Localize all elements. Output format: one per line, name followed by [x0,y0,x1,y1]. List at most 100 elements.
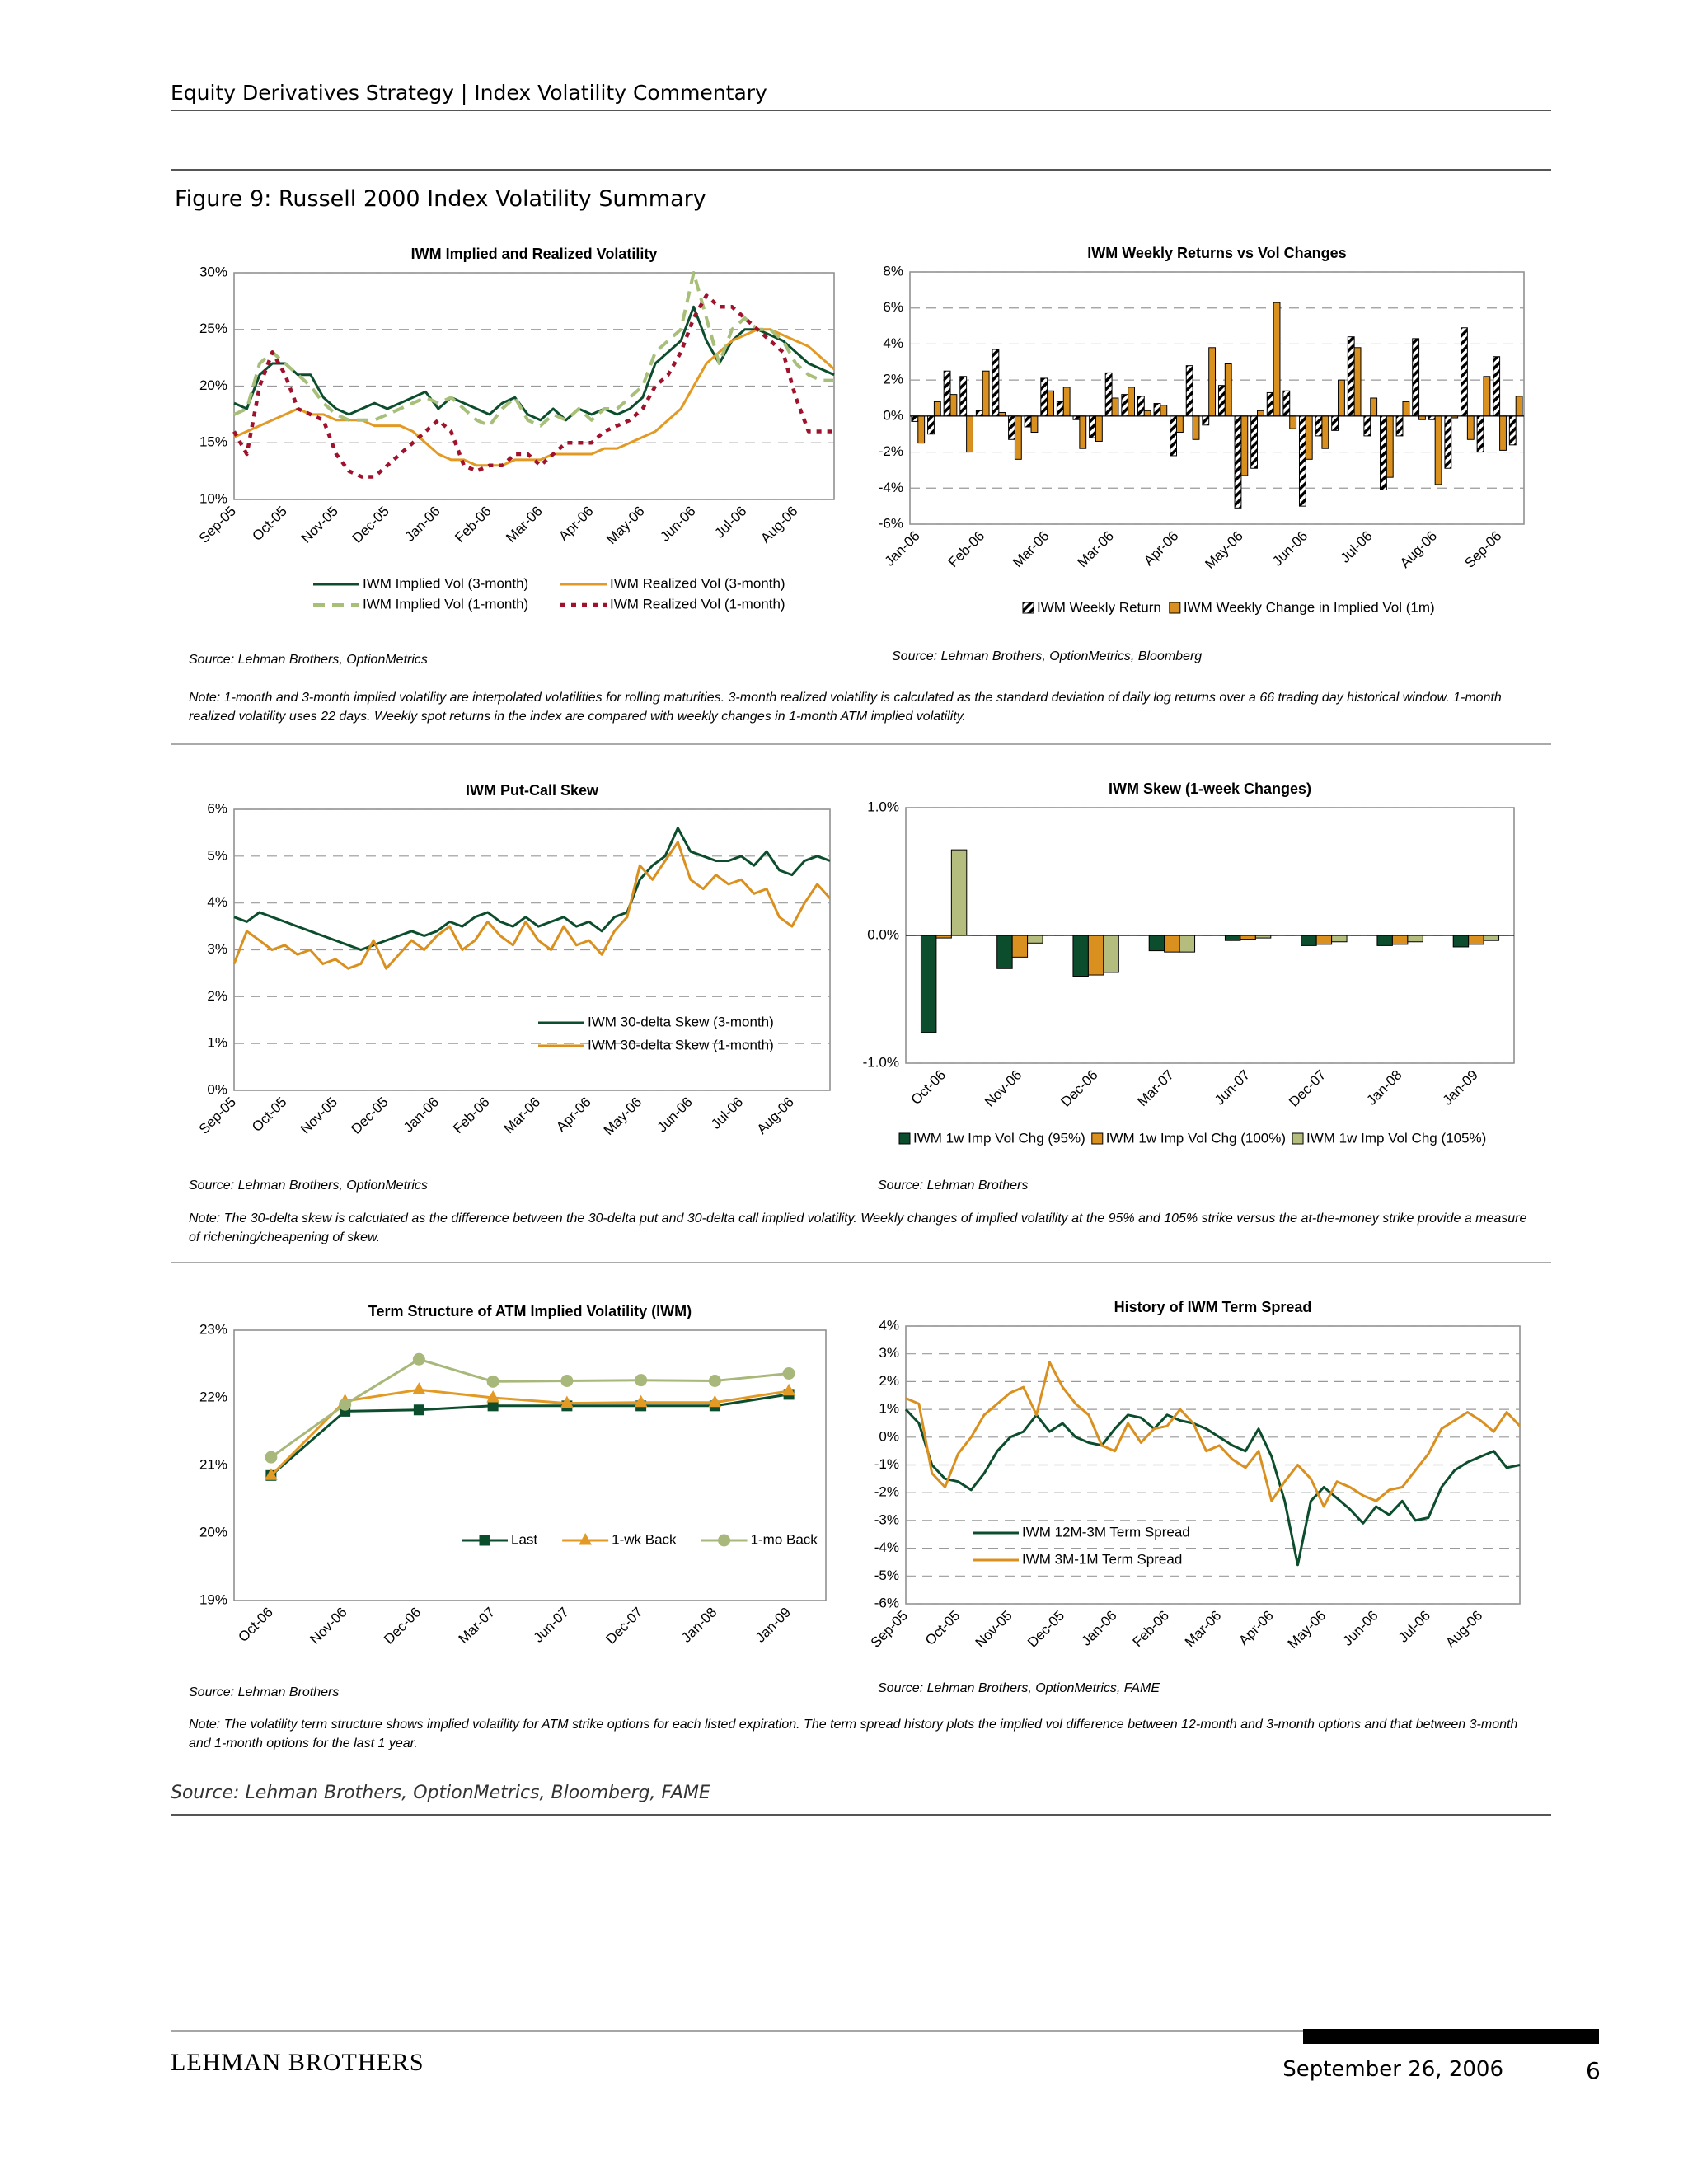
bar [1331,415,1339,431]
bar [1089,415,1096,438]
legend-label: IWM Realized Vol (1-month) [610,596,785,612]
bar [1468,935,1484,945]
bar [950,849,968,936]
series-line [270,1393,790,1477]
y-tick-label: 6% [207,800,227,816]
bar [1493,356,1501,417]
bar [1386,415,1394,478]
x-tick-label: Feb-06 [452,504,495,546]
y-tick-label: -2% [879,443,903,459]
bar [1266,391,1274,417]
bar [1234,415,1242,509]
bar [1072,935,1089,977]
y-tick-label: 2% [879,1373,899,1389]
marker [708,1394,722,1408]
bar [1160,405,1168,417]
y-tick-label: 0% [879,1428,899,1444]
bar [1153,403,1161,417]
y-tick-label: 25% [199,321,227,336]
marker [413,1404,424,1416]
y-tick-label: 1% [879,1401,899,1417]
date: September 26, 2006 [1282,2057,1503,2082]
marker [412,1382,426,1394]
x-tick-label: Apr-06 [1141,528,1182,569]
x-tick-label: Jul-06 [708,1094,746,1132]
x-tick-label: Mar-06 [503,504,546,546]
y-tick-label: 0.0% [867,926,899,942]
x-tick-label: Jun-06 [1269,528,1311,569]
y-tick-label: 3% [207,941,227,957]
chart-title: Term Structure of ATM Implied Volatility… [368,1303,692,1319]
x-tick-label: Jan-06 [402,504,443,545]
y-tick-label: 30% [199,264,227,279]
x-tick-label: May-06 [1202,528,1246,573]
marker [412,1352,425,1366]
legend-swatch [1169,602,1181,614]
x-tick-label: Jan-08 [678,1605,720,1646]
x-tick-label: Dec-05 [348,1094,391,1137]
plot-area [909,271,1525,525]
x-tick-label: Aug-06 [1397,528,1440,571]
bar [1192,415,1200,440]
y-tick-label: 15% [199,434,227,450]
y-tick-label: -1% [874,1456,899,1472]
y-tick-label: 21% [199,1456,227,1472]
marker [635,1374,648,1387]
bar [1461,327,1468,417]
bar [1466,415,1475,440]
series-line [233,827,831,951]
chart-title: IWM Put-Call Skew [466,782,599,799]
bar [1040,377,1048,417]
bar [1428,415,1436,420]
y-tick-label: -4% [874,1540,899,1555]
x-tick-label: Jan-06 [882,528,923,569]
y-tick-label: -4% [879,480,903,495]
legend-label: IWM 30-delta Skew (3-month) [588,1014,774,1029]
bar [1024,415,1032,428]
bar [1047,390,1054,417]
bar [1499,415,1507,451]
x-tick-label: May-06 [601,1094,645,1139]
legend-label: IWM 1w Imp Vol Chg (100%) [1106,1130,1286,1146]
note: Note: The 30-delta skew is calculated as… [189,1212,1527,1244]
chart-source: Source: Lehman Brothers [878,1179,1028,1193]
y-tick-label: 4% [883,335,903,351]
bar [1412,338,1420,417]
bar [1143,410,1151,417]
y-tick-label: 6% [883,299,903,315]
series-line [232,293,834,479]
x-tick-label: Jul-06 [1395,1608,1433,1646]
marker [339,1398,352,1411]
series-line [233,328,835,467]
legend-label: IWM Weekly Return [1037,599,1161,615]
x-tick-label: Dec-06 [381,1605,424,1647]
legend-marker [479,1535,490,1546]
y-tick-label: 0% [883,407,903,423]
figure-title: Figure 9: Russell 2000 Index Volatility … [175,186,706,212]
x-tick-label: Mar-06 [501,1094,544,1137]
bar [1008,415,1015,440]
y-tick-label: 3% [879,1345,899,1361]
bar [1395,415,1404,437]
legend-marker [579,1532,592,1545]
bar [1315,935,1333,945]
x-tick-label: Jul-06 [711,504,749,541]
x-tick-label: Jan-09 [753,1605,794,1646]
chart-source: Source: Lehman Brothers, OptionMetrics [189,653,428,667]
marker [634,1394,648,1408]
bar [1128,387,1136,417]
x-tick-label: Jan-06 [1078,1608,1119,1649]
bar [1121,394,1129,417]
x-tick-label: Sep-05 [196,504,239,546]
bar [1079,415,1087,449]
bar [933,401,941,417]
bar [927,415,935,435]
legend-swatch [1022,602,1034,614]
marker [560,1395,574,1408]
bar [943,370,951,417]
legend-label: IWM Weekly Change in Implied Vol (1m) [1184,599,1435,615]
bar [1240,415,1249,476]
x-tick-label: Dec-06 [1057,1067,1100,1110]
bar [998,411,1006,417]
x-tick-label: Oct-05 [249,504,290,545]
